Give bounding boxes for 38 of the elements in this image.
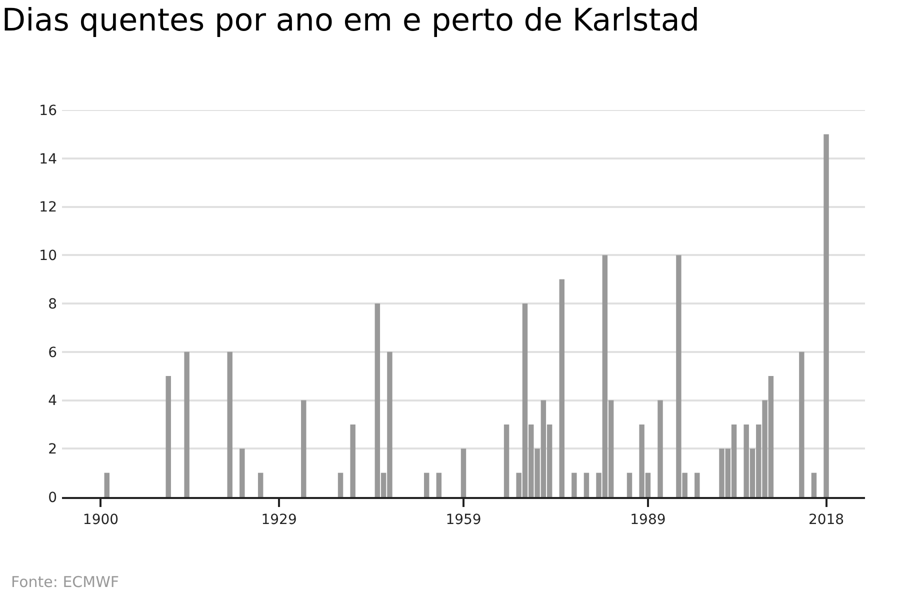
y-tick-label: 10 [39,248,57,264]
bar [301,400,306,497]
bar [572,472,577,497]
bar [104,472,110,497]
bar [166,376,171,497]
chart-title: Dias quentes por ano em e perto de Karlstad [2,2,700,39]
bar [424,472,430,497]
x-tick-label: 1900 [82,512,119,528]
y-tick-label: 14 [39,151,58,168]
bar [184,352,190,497]
bar [811,472,817,497]
bar [240,448,245,497]
bar [350,424,356,497]
x-tick-label: 1929 [261,512,297,528]
bar [559,279,564,497]
bar [504,424,510,497]
bar [258,472,264,497]
bar [799,352,804,497]
bar [626,472,632,497]
y-tick-label: 2 [48,442,57,458]
source-note: Fonte: ECMWF [11,573,120,591]
bar [436,472,442,497]
y-tick-label: 0 [48,490,57,506]
bar [658,400,663,497]
bar [460,448,466,497]
bar [824,134,829,497]
x-tick-label: 2018 [808,512,844,528]
y-tick-label: 6 [48,344,58,361]
bar [338,472,344,497]
x-tick-label: 1959 [446,512,482,528]
y-tick-label: 4 [48,393,58,410]
y-tick-label: 16 [39,102,58,119]
bar [584,472,590,497]
x-tick-label: 1989 [630,512,666,528]
y-tick-label: 8 [48,296,57,312]
bar [694,472,700,497]
bar [227,352,232,497]
y-tick-label: 12 [39,200,57,216]
